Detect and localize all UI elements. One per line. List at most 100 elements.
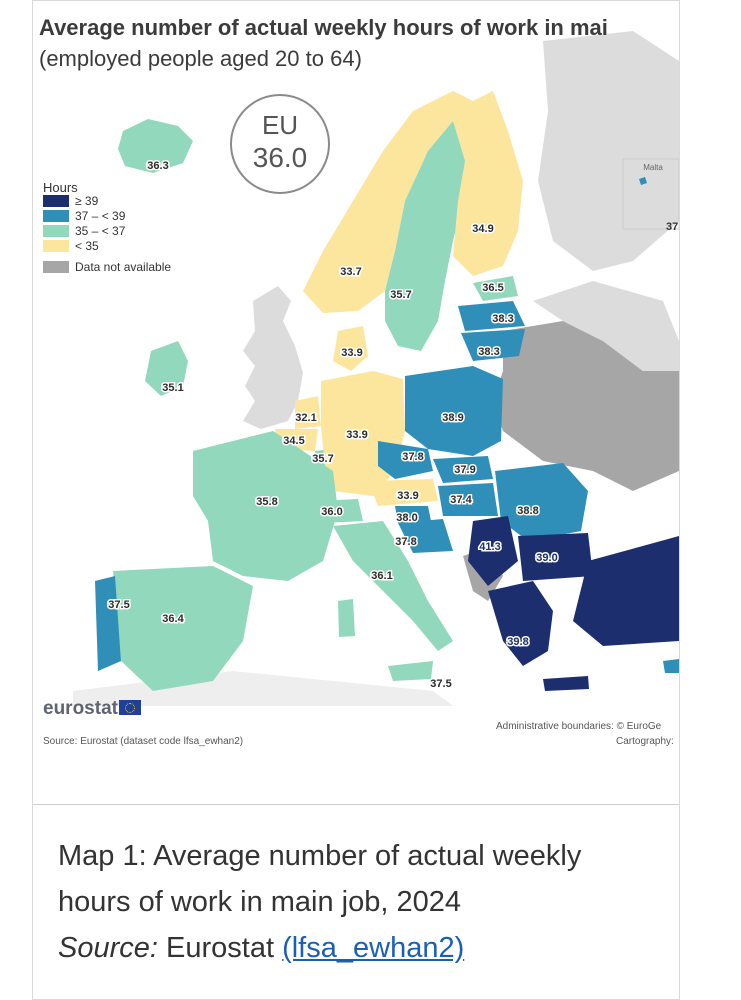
value-label-bulgaria: 39.0 [536, 552, 557, 564]
value-label-belgium: 34.5 [283, 435, 304, 447]
eurostat-logo: eurostat [43, 698, 141, 720]
value-label-netherlands: 32.1 [295, 412, 316, 424]
figure-title: Average number of actual weekly hours of… [39, 15, 608, 40]
shape-slovakia [433, 456, 493, 483]
country-value-labels: 36.3 35.1 33.7 35.7 34.9 36.5 38.3 38.3 33.9 32.1… [107, 159, 559, 692]
caption-source-label: Source: [58, 932, 158, 964]
shape-croatia [398, 519, 453, 553]
legend-label: < 35 [75, 239, 99, 253]
value-label-ireland: 35.1 [162, 382, 183, 394]
shape-serbia [468, 516, 518, 586]
legend-label: Data not available [75, 260, 171, 274]
shape-switzerland [318, 499, 363, 523]
caption-source-text: Eurostat [166, 932, 275, 964]
land-russia-east [533, 281, 679, 371]
legend-label: 35 – < 37 [75, 224, 126, 238]
shape-latvia [458, 301, 525, 331]
shape-poland [405, 366, 503, 456]
shape-crete [543, 676, 589, 691]
value-label-sweden: 35.7 [390, 289, 411, 301]
eu-badge-label: EU [262, 110, 298, 140]
cartography-note: Cartography: [616, 736, 674, 747]
shape-denmark [333, 326, 368, 371]
caption-line-2: hours of work in main job, 2024 [58, 886, 461, 918]
value-label-portugal: 37.5 [108, 599, 129, 611]
value-label-iceland: 36.3 [147, 160, 168, 172]
shape-sardinia [338, 599, 355, 637]
value-label-lithuania: 38.3 [478, 346, 499, 358]
shape-finland [453, 91, 523, 276]
value-label-germany: 33.9 [346, 429, 367, 441]
shape-estonia [473, 276, 518, 301]
map-figure: EU 36.0 Hours ≥ 39 37 – < 39 35 – < 37 < 35… [33, 1, 679, 804]
eurostat-logo-text: eurostat [43, 698, 118, 719]
value-label-poland: 38.9 [442, 412, 463, 424]
shape-romania [495, 463, 588, 541]
eu-badge-value: 36.0 [253, 142, 308, 173]
shape-turkey [573, 536, 679, 646]
value-label-estonia: 36.5 [482, 282, 503, 294]
shape-cyprus [663, 659, 679, 673]
shape-france [193, 431, 338, 581]
boundaries-note: Administrative boundaries: © EuroGe [496, 721, 662, 732]
value-label-slovakia: 37.9 [454, 464, 475, 476]
land-uk [243, 286, 303, 429]
source-note: Source: Eurostat (dataset code lfsa_ewha… [43, 736, 244, 747]
caption-divider [33, 804, 679, 805]
value-label-romania: 38.8 [517, 505, 538, 517]
figure-card: EU 36.0 Hours ≥ 39 37 – < 39 35 – < 37 < 35… [32, 0, 680, 1000]
shape-slovenia [395, 506, 431, 523]
value-label-switzerland: 36.0 [321, 506, 342, 518]
shape-hungary [438, 483, 498, 516]
inset-value: 37 [666, 221, 678, 233]
shape-netherlands [295, 396, 321, 429]
figure-subtitle: (employed people aged 20 to 64) [39, 46, 362, 71]
value-label-serbia: 41.3 [479, 541, 500, 553]
shape-malta-inset [639, 177, 647, 185]
legend-title: Hours [43, 180, 78, 195]
land-belarus-ukraine [493, 321, 679, 491]
value-label-hungary: 37.4 [450, 494, 472, 506]
eu-flag-icon [118, 700, 141, 715]
value-label-latvia: 38.3 [492, 313, 513, 325]
caption-source-line: Source: Eurostat (lfsa_ewhan2) [58, 925, 658, 971]
shape-greece [488, 581, 553, 666]
shape-sweden [385, 121, 471, 351]
value-label-spain: 36.4 [162, 613, 184, 625]
value-label-italy: 36.1 [371, 570, 392, 582]
caption-line-1: Map 1: Average number of actual weekly [58, 840, 582, 872]
value-label-luxembourg: 35.7 [312, 453, 333, 465]
value-label-norway: 33.7 [340, 266, 361, 278]
land-russia-north [538, 31, 679, 271]
legend-swatch [43, 225, 69, 237]
malta-inset-frame [622, 158, 679, 230]
value-label-france: 35.8 [256, 496, 277, 508]
legend-label: ≥ 39 [75, 194, 99, 208]
value-label-croatia: 37.8 [395, 536, 416, 548]
shape-iceland [118, 119, 193, 173]
shape-sicily [388, 661, 433, 681]
legend-swatch [43, 240, 69, 252]
value-label-malta: 37.5 [430, 678, 451, 690]
shape-portugal [95, 576, 121, 671]
shape-austria [368, 479, 438, 506]
shape-czechia [378, 441, 433, 479]
legend-swatch [43, 210, 69, 222]
figure-caption: Map 1: Average number of actual weekly h… [58, 833, 658, 971]
shape-lithuania [461, 329, 525, 361]
shape-spain [113, 566, 253, 691]
dataset-link[interactable]: (lfsa_ewhan2) [282, 932, 465, 964]
shape-italy [333, 521, 453, 651]
value-label-austria: 33.9 [397, 490, 418, 502]
shape-ireland [145, 341, 188, 396]
shape-norway [303, 91, 473, 313]
value-label-slovenia: 38.0 [396, 512, 417, 524]
value-label-denmark: 33.9 [341, 347, 362, 359]
inset-label: Malta [643, 163, 663, 172]
value-label-greece: 39.8 [507, 636, 528, 648]
value-label-finland: 34.9 [472, 223, 493, 235]
legend-label: 37 – < 39 [75, 209, 126, 223]
legend-swatch [43, 261, 69, 273]
